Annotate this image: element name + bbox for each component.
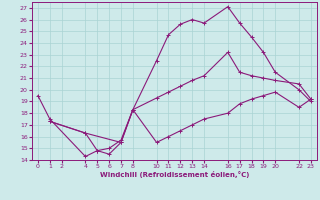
- X-axis label: Windchill (Refroidissement éolien,°C): Windchill (Refroidissement éolien,°C): [100, 171, 249, 178]
